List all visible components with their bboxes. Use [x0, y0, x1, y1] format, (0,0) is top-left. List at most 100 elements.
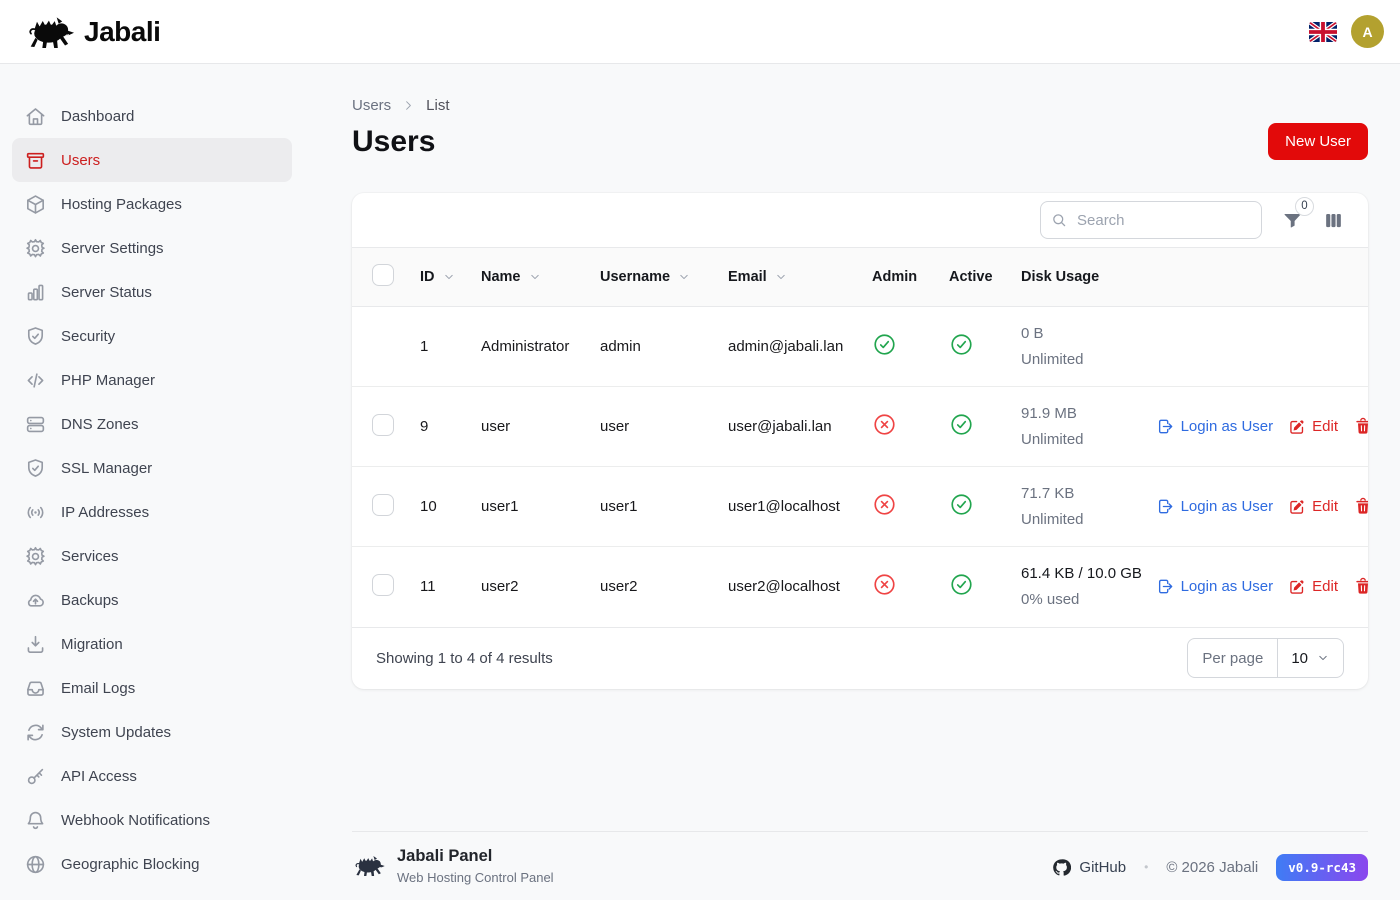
login-as-user-button[interactable]: Login as User [1156, 417, 1273, 436]
sidebar-item-dns-zones[interactable]: DNS Zones [12, 402, 292, 446]
github-label: GitHub [1079, 858, 1127, 876]
per-page-label: Per page [1202, 649, 1264, 667]
edit-button[interactable]: Edit [1288, 418, 1338, 436]
table-header-row: ID Name Username Email Admin Active Disk Usage [352, 247, 1368, 307]
sidebar-item-dashboard[interactable]: Dashboard [12, 94, 292, 138]
edit-button[interactable]: Edit [1288, 498, 1338, 516]
column-label: Disk Usage [1021, 269, 1100, 285]
user-avatar[interactable]: A [1351, 15, 1384, 48]
new-user-button[interactable]: New User [1268, 123, 1368, 160]
signal-icon [24, 501, 47, 524]
server-stack-icon [24, 413, 47, 436]
page-title: Users [352, 125, 436, 158]
column-header-active: Active [933, 247, 1005, 307]
sidebar-item-label: Dashboard [61, 107, 135, 125]
breadcrumb-list[interactable]: List [426, 97, 450, 114]
admin-no-icon [872, 492, 897, 517]
row-checkbox[interactable] [372, 573, 394, 596]
sidebar-item-ip-addresses[interactable]: IP Addresses [12, 490, 292, 534]
sidebar-item-geographic-blocking[interactable]: Geographic Blocking [12, 842, 292, 886]
sidebar-item-server-settings[interactable]: Server Settings [12, 226, 292, 270]
sidebar-item-email-logs[interactable]: Email Logs [12, 666, 292, 710]
column-header-name[interactable]: Name [465, 247, 584, 307]
cell-id: 11 [404, 546, 465, 627]
select-all-header-cell [352, 247, 404, 307]
cell-username: user [584, 386, 712, 467]
row-checkbox[interactable] [372, 493, 394, 516]
arrows-refresh-icon [24, 721, 47, 744]
sidebar-item-security[interactable]: Security [12, 314, 292, 358]
filter-button[interactable]: 0 [1282, 196, 1314, 231]
sidebar-item-label: API Access [61, 767, 137, 785]
delete-button[interactable] [1353, 576, 1368, 597]
uk-flag-icon[interactable] [1309, 21, 1337, 42]
trash-icon [1353, 416, 1368, 437]
login-as-user-button[interactable]: Login as User [1156, 577, 1273, 596]
pencil-square-icon [1288, 498, 1306, 516]
login-icon [1156, 497, 1175, 516]
row-checkbox[interactable] [372, 413, 394, 436]
footer: Jabali Panel Web Hosting Control Panel G… [352, 831, 1368, 900]
sidebar-item-backups[interactable]: Backups [12, 578, 292, 622]
footer-tagline: Web Hosting Control Panel [397, 869, 554, 885]
sidebar-item-server-status[interactable]: Server Status [12, 270, 292, 314]
sidebar-item-hosting-packages[interactable]: Hosting Packages [12, 182, 292, 226]
column-label: Admin [872, 269, 918, 285]
sidebar-item-php-manager[interactable]: PHP Manager [12, 358, 292, 402]
cell-username: user1 [584, 466, 712, 547]
admin-no-icon [872, 572, 897, 597]
brand[interactable]: Jabali [24, 13, 161, 51]
admin-yes-icon [872, 332, 897, 357]
cell-id: 1 [420, 338, 429, 355]
sidebar: Dashboard Users Hosting Packages Server Set… [0, 64, 304, 900]
cell-name: user1 [465, 466, 584, 547]
column-label: Active [949, 269, 993, 285]
github-link[interactable]: GitHub [1052, 858, 1126, 877]
sidebar-item-services[interactable]: Services [12, 534, 292, 578]
boar-logo-icon [24, 13, 76, 51]
login-icon [1156, 577, 1175, 596]
login-icon [1156, 417, 1175, 436]
sidebar-item-migration[interactable]: Migration [12, 622, 292, 666]
login-as-user-button[interactable]: Login as User [1156, 497, 1273, 516]
breadcrumb-users[interactable]: Users [352, 97, 392, 114]
pencil-square-icon [1288, 578, 1306, 596]
sort-chevron-icon [442, 270, 456, 284]
sidebar-item-webhook-notifications[interactable]: Webhook Notifications [12, 798, 292, 842]
select-all-checkbox[interactable] [372, 264, 394, 286]
bell-icon [24, 809, 47, 832]
table-toolbar: 0 [352, 193, 1368, 247]
copyright: © 2026 Jabali [1166, 858, 1259, 876]
sidebar-item-api-access[interactable]: API Access [12, 754, 292, 798]
sidebar-item-ssl-manager[interactable]: SSL Manager [12, 446, 292, 490]
edit-button[interactable]: Edit [1288, 578, 1338, 596]
cell-username: user2 [584, 546, 712, 627]
per-page-value[interactable]: 10 [1277, 639, 1343, 677]
column-header-username[interactable]: Username [584, 247, 712, 307]
footer-brand: Jabali Panel Web Hosting Control Panel [352, 847, 554, 885]
sidebar-item-label: Users [61, 151, 101, 169]
shield-check-icon [24, 325, 47, 348]
sidebar-item-system-updates[interactable]: System Updates [12, 710, 292, 754]
column-header-id[interactable]: ID [404, 247, 465, 307]
inbox-icon [24, 677, 47, 700]
footer-meta: GitHub • © 2026 Jabali v0.9-rc43 [1052, 847, 1368, 887]
users-table-card: 0 ID Name Username Email Admin Active Disk Usa… [352, 193, 1368, 689]
toggle-columns-button[interactable] [1323, 210, 1344, 231]
version-badge: v0.9-rc43 [1276, 853, 1368, 881]
cell-id: 10 [404, 466, 465, 547]
sidebar-item-users[interactable]: Users [12, 138, 292, 182]
delete-button[interactable] [1353, 416, 1368, 437]
search-input[interactable] [1040, 201, 1262, 239]
sidebar-item-label: Migration [61, 635, 123, 653]
pencil-square-icon [1288, 418, 1306, 436]
top-header: Jabali A [0, 0, 1400, 64]
sidebar-item-label: Security [61, 327, 116, 345]
sidebar-item-label: Server Status [61, 283, 152, 301]
sidebar-item-label: Hosting Packages [61, 195, 182, 213]
delete-button[interactable] [1353, 496, 1368, 517]
cell-name: Administrator [481, 338, 570, 355]
column-header-email[interactable]: Email [712, 247, 856, 307]
table-row-user-9: 9 user user user@jabali.lan 91.9 MB Unlimited… [352, 386, 1368, 467]
sidebar-item-label: SSL Manager [61, 459, 153, 477]
